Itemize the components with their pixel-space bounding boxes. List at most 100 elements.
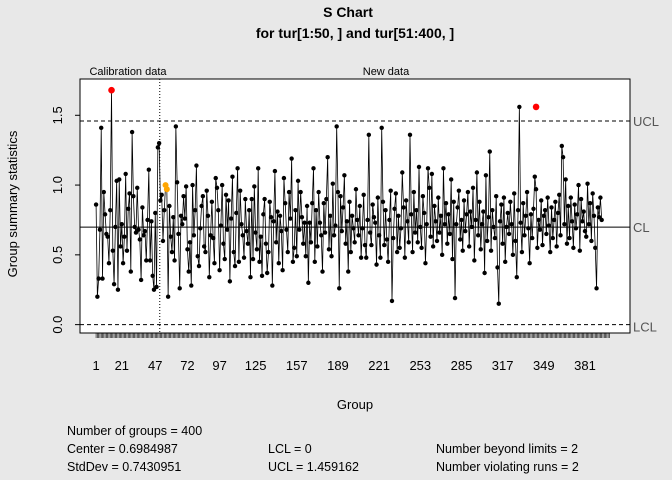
- data-point: [142, 228, 148, 234]
- data-point: [563, 177, 568, 182]
- data-point: [448, 177, 454, 182]
- data-point: [374, 262, 379, 267]
- data-point: [245, 241, 251, 246]
- data-point: [557, 192, 562, 198]
- data-point: [149, 219, 154, 224]
- data-point: [595, 205, 601, 210]
- data-point: [402, 255, 408, 260]
- series-line: [95, 90, 603, 304]
- data-point: [204, 188, 209, 193]
- data-point: [500, 241, 505, 246]
- data-point: [331, 233, 337, 238]
- x-tick-label: 97: [212, 358, 226, 373]
- data-point: [593, 245, 598, 251]
- data-point: [486, 214, 491, 220]
- data-point: [540, 242, 545, 248]
- data-point: [264, 270, 270, 276]
- data-point: [582, 228, 588, 234]
- data-point: [352, 240, 357, 245]
- data-point: [162, 207, 167, 213]
- data-point: [299, 214, 305, 220]
- data-point: [487, 149, 492, 154]
- data-point: [379, 125, 384, 131]
- data-point: [589, 238, 594, 244]
- data-point: [527, 261, 532, 266]
- data-point: [550, 235, 556, 241]
- data-point: [376, 233, 382, 238]
- data-point: [168, 234, 173, 239]
- data-point: [222, 256, 227, 262]
- data-point: [438, 213, 444, 218]
- data-point: [466, 244, 472, 249]
- data-point: [284, 227, 289, 232]
- data-point: [255, 166, 261, 171]
- data-point: [594, 286, 599, 291]
- data-point: [137, 237, 143, 242]
- data-point: [564, 241, 570, 246]
- data-point: [261, 212, 266, 217]
- data-point: [144, 258, 149, 263]
- data-point: [333, 223, 338, 228]
- data-point: [421, 210, 427, 216]
- data-point: [420, 194, 426, 199]
- data-point: [330, 181, 336, 186]
- data-point: [490, 207, 495, 213]
- data-point: [328, 213, 333, 218]
- data-point: [343, 241, 348, 246]
- data-point: [127, 191, 132, 196]
- data-point: [447, 231, 453, 237]
- data-point: [172, 258, 177, 263]
- data-point: [285, 249, 290, 255]
- data-point: [580, 219, 585, 224]
- data-point: [158, 198, 163, 203]
- data-point: [295, 178, 301, 184]
- data-point: [518, 220, 523, 225]
- data-point: [452, 295, 458, 301]
- data-point: [96, 276, 101, 281]
- data-point: [117, 177, 122, 182]
- data-point: [501, 195, 507, 200]
- data-point: [326, 247, 332, 252]
- data-point: [273, 240, 279, 245]
- data-point: [430, 244, 436, 249]
- data-point: [530, 235, 535, 241]
- data-point: [313, 207, 319, 213]
- data-point: [526, 226, 531, 231]
- data-point: [304, 203, 310, 209]
- data-point: [337, 286, 342, 291]
- data-point: [551, 217, 557, 223]
- data-point: [218, 223, 224, 228]
- data-point: [246, 207, 252, 213]
- data-point: [317, 220, 323, 225]
- data-point: [388, 188, 393, 193]
- data-point: [173, 124, 179, 129]
- x-tick-label: 221: [368, 358, 390, 373]
- data-point: [505, 210, 510, 216]
- data-point: [289, 156, 294, 161]
- stat-stddev: StdDev = 0.7430951: [67, 460, 182, 474]
- data-point: [457, 237, 463, 242]
- plot-frame: [79, 78, 631, 334]
- data-point: [201, 244, 207, 249]
- data-point: [517, 104, 522, 110]
- data-point: [198, 226, 203, 231]
- data-point: [475, 233, 481, 238]
- data-point: [396, 213, 401, 218]
- data-point: [147, 258, 153, 263]
- data-point: [473, 217, 478, 223]
- data-point: [159, 192, 164, 198]
- data-point: [555, 210, 561, 216]
- data-point: [456, 188, 462, 193]
- data-point: [212, 261, 217, 266]
- data-point: [391, 235, 396, 241]
- data-point: [586, 221, 592, 227]
- data-point: [100, 276, 105, 281]
- data-point: [446, 212, 451, 217]
- data-point: [539, 198, 544, 203]
- data-point: [338, 194, 343, 199]
- data-point: [560, 154, 566, 160]
- stat-ucl: UCL = 1.459162: [268, 460, 359, 474]
- data-point: [441, 166, 446, 171]
- data-point: [275, 209, 280, 214]
- data-point: [361, 192, 366, 198]
